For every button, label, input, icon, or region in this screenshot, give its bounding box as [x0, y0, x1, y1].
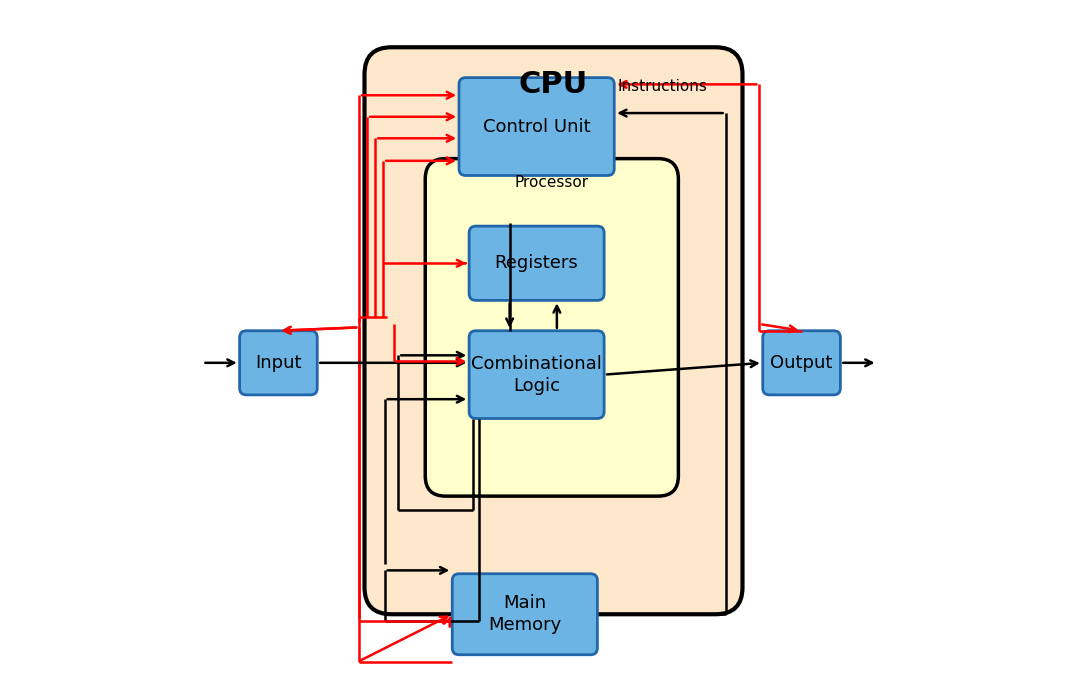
Text: Combinational
Logic: Combinational Logic — [471, 354, 602, 395]
FancyBboxPatch shape — [365, 47, 743, 614]
Text: Output: Output — [770, 354, 833, 372]
Text: Input: Input — [255, 354, 301, 372]
FancyBboxPatch shape — [240, 331, 318, 395]
FancyBboxPatch shape — [469, 226, 604, 300]
FancyBboxPatch shape — [762, 331, 840, 395]
Text: Control Unit: Control Unit — [483, 117, 591, 136]
FancyBboxPatch shape — [459, 78, 615, 176]
Text: Instructions: Instructions — [618, 78, 707, 94]
FancyBboxPatch shape — [453, 574, 597, 655]
FancyBboxPatch shape — [426, 159, 678, 496]
Text: CPU: CPU — [518, 70, 589, 99]
FancyBboxPatch shape — [469, 331, 604, 418]
Text: Main
Memory: Main Memory — [488, 594, 562, 634]
Text: Registers: Registers — [495, 254, 579, 272]
Text: Processor: Processor — [515, 175, 589, 190]
